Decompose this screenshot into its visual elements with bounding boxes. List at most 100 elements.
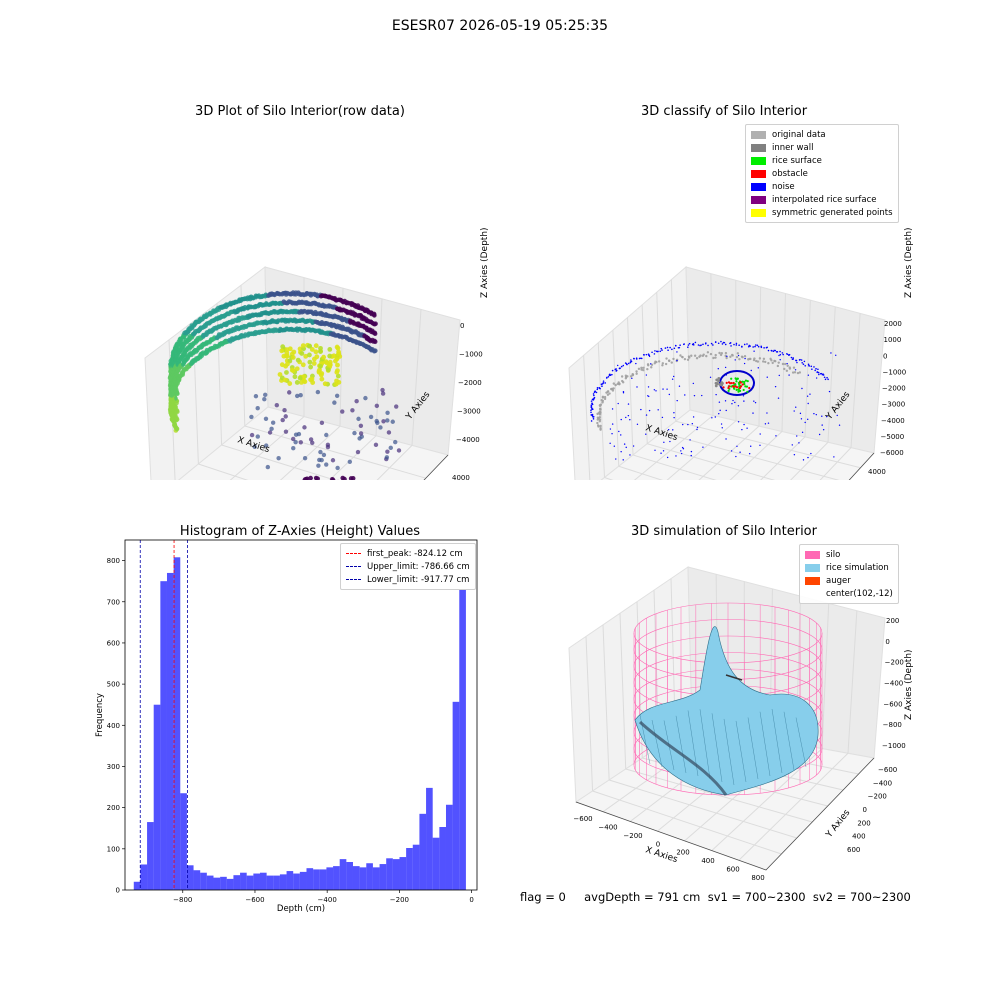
data-point [692, 344, 695, 346]
data-point [334, 356, 340, 362]
data-point [631, 373, 634, 377]
data-point [249, 414, 254, 420]
x-tick-label: −800 [173, 896, 192, 904]
grid-line [821, 603, 830, 749]
panel2-ticks: −4000−3000−2000−100001000200030004000−40… [868, 320, 906, 476]
data-point [686, 358, 690, 361]
y-tick-label: 200 [107, 804, 120, 812]
data-point [760, 345, 763, 348]
tick-label: 0 [460, 322, 464, 330]
data-point [762, 360, 765, 363]
data-point [636, 423, 639, 425]
data-point [743, 362, 746, 365]
data-point [699, 354, 702, 357]
data-point [354, 398, 359, 404]
data-point [748, 386, 751, 390]
data-point [635, 370, 638, 373]
data-point [611, 373, 613, 376]
data-point [368, 414, 374, 420]
data-point [384, 455, 390, 460]
data-point [609, 442, 611, 444]
data-point [734, 359, 736, 361]
data-point [635, 362, 637, 365]
data-point [316, 463, 321, 468]
data-point [742, 395, 745, 397]
histogram-bar [406, 848, 413, 890]
legend-label: Upper_limit: -786.66 cm [367, 561, 470, 572]
tick-label: −3000 [882, 401, 906, 409]
data-point [597, 417, 601, 420]
histogram-bar [140, 864, 148, 890]
data-point [822, 374, 825, 376]
data-point [806, 395, 809, 397]
tick-label: 1000 [884, 336, 902, 344]
data-point [615, 368, 617, 370]
data-point [720, 340, 722, 343]
data-point [607, 375, 610, 378]
mesh-line [771, 708, 783, 774]
data-point [645, 374, 648, 376]
data-point [807, 363, 810, 366]
grid-line [641, 304, 648, 444]
data-point [646, 363, 650, 366]
data-point [606, 393, 610, 396]
panel4-legend: silo rice simulation auger center(102,-12) [799, 544, 899, 604]
grid-line [618, 465, 664, 480]
data-point [682, 448, 685, 450]
mesh-line [723, 718, 735, 786]
data-point [756, 344, 759, 347]
data-point [723, 341, 726, 344]
data-point [307, 352, 312, 358]
data-point [327, 353, 333, 359]
data-point [298, 440, 303, 445]
data-point [767, 349, 770, 352]
tick-label: −2000 [458, 379, 482, 387]
panel1-ticks: −4000−2000020004000−4000−20000200040000−… [452, 322, 483, 480]
data-point [817, 371, 820, 374]
data-point [728, 385, 731, 388]
data-point [396, 448, 402, 453]
data-point [617, 402, 619, 405]
data-point [729, 355, 732, 358]
data-point [598, 407, 602, 410]
grid-line [619, 613, 627, 770]
data-point [629, 419, 631, 421]
data-point [287, 390, 292, 395]
legend-label: noise [772, 181, 795, 192]
data-point [689, 439, 691, 441]
data-point [734, 401, 736, 404]
tick-label: −200 [868, 793, 887, 801]
tick-label: 0 [883, 352, 887, 360]
data-point [776, 351, 779, 353]
data-point [253, 393, 259, 399]
data-point [648, 355, 651, 358]
data-point [813, 366, 815, 368]
data-point [755, 344, 757, 346]
data-point [625, 446, 627, 449]
data-point [654, 350, 656, 352]
data-point [788, 374, 790, 376]
data-point [284, 370, 289, 375]
panel2-title: 3D classify of Silo Interior [640, 104, 808, 119]
data-point [282, 377, 288, 383]
tick-label: −600 [573, 815, 592, 823]
data-point [645, 414, 648, 416]
data-point [617, 364, 619, 367]
data-point [807, 402, 809, 405]
data-point [835, 354, 837, 356]
data-point [662, 388, 664, 390]
data-point [807, 374, 810, 376]
data-point [775, 435, 777, 437]
data-point [378, 425, 383, 430]
data-point [738, 357, 741, 361]
histogram-bar [193, 870, 201, 890]
tick-label: 0 [656, 840, 660, 848]
data-point [719, 409, 721, 412]
status-footer: flag = 0 avgDepth = 791 cm sv1 = 700~230… [520, 890, 911, 904]
data-point [781, 362, 785, 366]
legend-entry: original data [751, 128, 893, 141]
data-point [802, 363, 805, 366]
surface-shadow [638, 720, 728, 796]
data-point [332, 400, 337, 405]
data-point [739, 381, 742, 384]
